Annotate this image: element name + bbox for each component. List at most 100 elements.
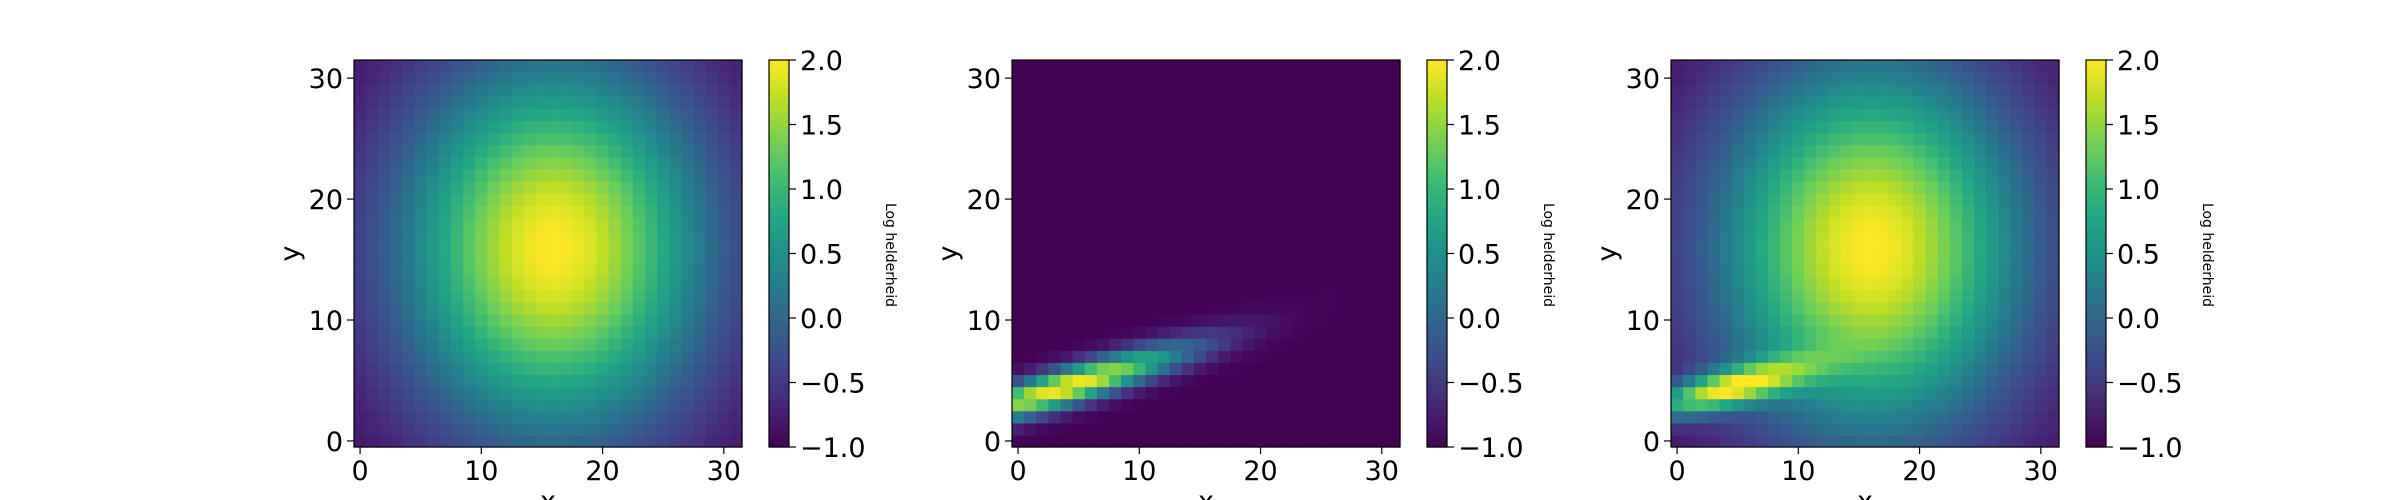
heatmap-cell — [1913, 72, 1927, 85]
heatmap-cell — [1109, 374, 1122, 388]
heatmap-cell — [1036, 386, 1049, 400]
colorbar-segment — [2086, 401, 2106, 409]
heatmap-cell — [1351, 168, 1365, 182]
heatmap-cell — [1012, 205, 1025, 218]
heatmap-cell — [1121, 156, 1134, 170]
heatmap-cell — [1768, 72, 1781, 85]
heatmap-cell — [1852, 350, 1866, 363]
heatmap-cell — [451, 205, 464, 218]
heatmap-cell — [729, 156, 743, 170]
heatmap-cell — [2034, 156, 2048, 170]
heatmap-cell — [2010, 277, 2024, 291]
heatmap-cell — [1193, 277, 1207, 291]
heatmap-cell — [1683, 301, 1696, 315]
heatmap-cell — [1109, 84, 1122, 97]
heatmap-cell — [1840, 362, 1854, 376]
heatmap-cell — [657, 326, 670, 339]
heatmap-cell — [354, 120, 367, 134]
heatmap-cell — [1986, 217, 1999, 230]
heatmap-cell — [1768, 313, 1781, 327]
heatmap-cell — [1278, 374, 1292, 388]
heatmap-cell — [1145, 301, 1159, 315]
heatmap-cell — [669, 277, 682, 291]
heatmap-cell — [632, 229, 646, 242]
heatmap-cell — [1036, 60, 1049, 73]
heatmap-cell — [1278, 301, 1292, 315]
heatmap-cell — [1962, 386, 1975, 400]
heatmap-cell — [1084, 398, 1098, 412]
heatmap-cell — [1731, 313, 1745, 327]
heatmap-cell — [620, 180, 634, 194]
heatmap-cell — [2010, 120, 2024, 134]
heatmap-cell — [1695, 180, 1708, 194]
heatmap-cell — [1218, 301, 1231, 315]
heatmap-cell — [693, 156, 707, 170]
heatmap-cell — [1901, 362, 1915, 376]
heatmap-cell — [1865, 193, 1878, 206]
heatmap-cell — [1743, 338, 1757, 351]
heatmap-cell — [717, 398, 731, 412]
heatmap-cell — [657, 229, 670, 242]
heatmap-cell — [402, 350, 416, 363]
heatmap-cell — [1998, 84, 2012, 97]
heatmap-cell — [1925, 301, 1939, 315]
heatmap-cell — [1986, 144, 1999, 158]
heatmap-cell — [1986, 422, 1999, 436]
heatmap-cell — [584, 229, 598, 242]
heatmap-cell — [1695, 434, 1708, 448]
heatmap-cell — [2046, 374, 2060, 388]
heatmap-cell — [1351, 84, 1365, 97]
heatmap-cell — [1707, 144, 1721, 158]
heatmap-cell — [1768, 180, 1781, 194]
heatmap-cell — [1804, 434, 1818, 448]
heatmap-cell — [1852, 144, 1866, 158]
heatmap-cell — [1974, 326, 1987, 339]
heatmap-cell — [1731, 265, 1745, 279]
heatmap-cell — [729, 362, 743, 376]
heatmap-cell — [1169, 156, 1183, 170]
heatmap-cell — [645, 84, 658, 97]
heatmap-cell — [1671, 156, 1684, 170]
heatmap-cell — [2034, 72, 2048, 85]
heatmap-cell — [1877, 398, 1890, 412]
colorbar-segment — [769, 318, 789, 326]
colorbar-segment — [769, 421, 789, 429]
heatmap-cell — [1278, 108, 1292, 122]
heatmap-cell — [1218, 338, 1231, 351]
heatmap-cell — [693, 422, 707, 436]
heatmap-cell — [1949, 398, 1963, 412]
heatmap-cell — [717, 120, 731, 134]
heatmap-cell — [1218, 72, 1231, 85]
heatmap-cell — [1121, 205, 1134, 218]
heatmap-cell — [1315, 253, 1328, 267]
heatmap-cell — [1695, 205, 1708, 218]
heatmap-cell — [1072, 289, 1086, 303]
heatmap-cell — [693, 180, 707, 194]
heatmap-cell — [1877, 265, 1890, 279]
heatmap-cell — [451, 229, 464, 242]
heatmap-cell — [1363, 180, 1377, 194]
heatmap-cell — [620, 410, 634, 424]
heatmap-cell — [1804, 241, 1818, 255]
heatmap-cell — [1865, 144, 1878, 158]
heatmap-cell — [523, 229, 537, 242]
heatmap-cell — [1804, 120, 1818, 134]
heatmap-cell — [1768, 350, 1781, 363]
heatmap-cell — [1865, 313, 1878, 327]
heatmap-cell — [402, 410, 416, 424]
heatmap-cell — [463, 229, 476, 242]
heatmap-cell — [463, 60, 476, 73]
heatmap-cell — [1901, 313, 1915, 327]
heatmap-cell — [596, 205, 610, 218]
heatmap-cell — [1816, 229, 1830, 242]
heatmap-cell — [657, 72, 670, 85]
heatmap-cell — [681, 326, 695, 339]
heatmap-cell — [1242, 301, 1256, 315]
heatmap-cell — [1671, 422, 1684, 436]
heatmap-cell — [1084, 410, 1098, 424]
heatmap-cell — [705, 398, 719, 412]
heatmap-cell — [1962, 132, 1975, 146]
heatmap-cell — [657, 96, 670, 109]
heatmap-cell — [1816, 120, 1830, 134]
colorbar-segment — [769, 85, 789, 93]
